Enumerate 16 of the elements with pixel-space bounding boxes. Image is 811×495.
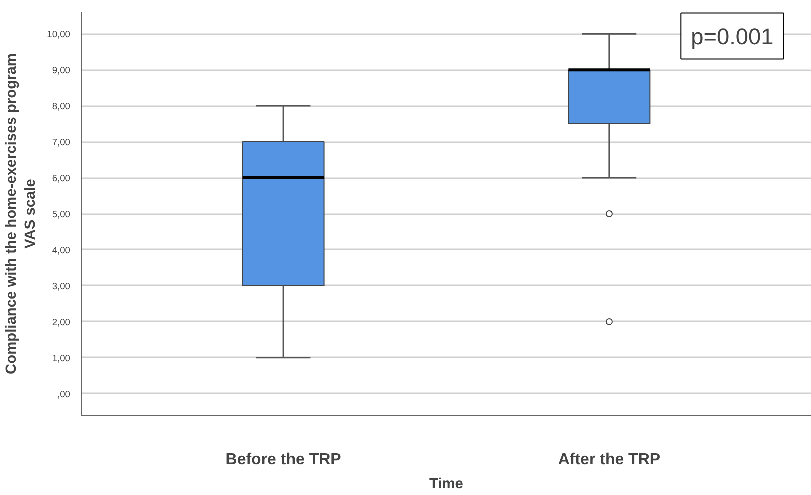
y-tick-label: 9,00 <box>52 66 70 76</box>
y-tick-label: 10,00 <box>47 30 70 40</box>
annotation: p=0.001 <box>691 23 774 50</box>
y-tick-label: 1,00 <box>52 353 70 364</box>
y-tick-label: 4,00 <box>52 245 70 256</box>
y-tick-label: 5,00 <box>52 210 70 220</box>
x-axis-title: Time <box>430 476 464 492</box>
x-tick-label: Before the TRP <box>226 452 342 468</box>
y-tick-label: 6,00 <box>52 174 70 184</box>
x-tick-label: After the TRP <box>558 452 661 468</box>
y-tick-label: 2,00 <box>52 317 70 328</box>
y-tick-label: 7,00 <box>52 138 70 148</box>
y-axis-title: Compliance with the home-exercises program VAS scale <box>4 54 40 374</box>
y-tick-label: ,00 <box>58 389 70 400</box>
y-tick-label: 8,00 <box>52 102 70 112</box>
y-tick-label: 3,00 <box>52 281 70 292</box>
